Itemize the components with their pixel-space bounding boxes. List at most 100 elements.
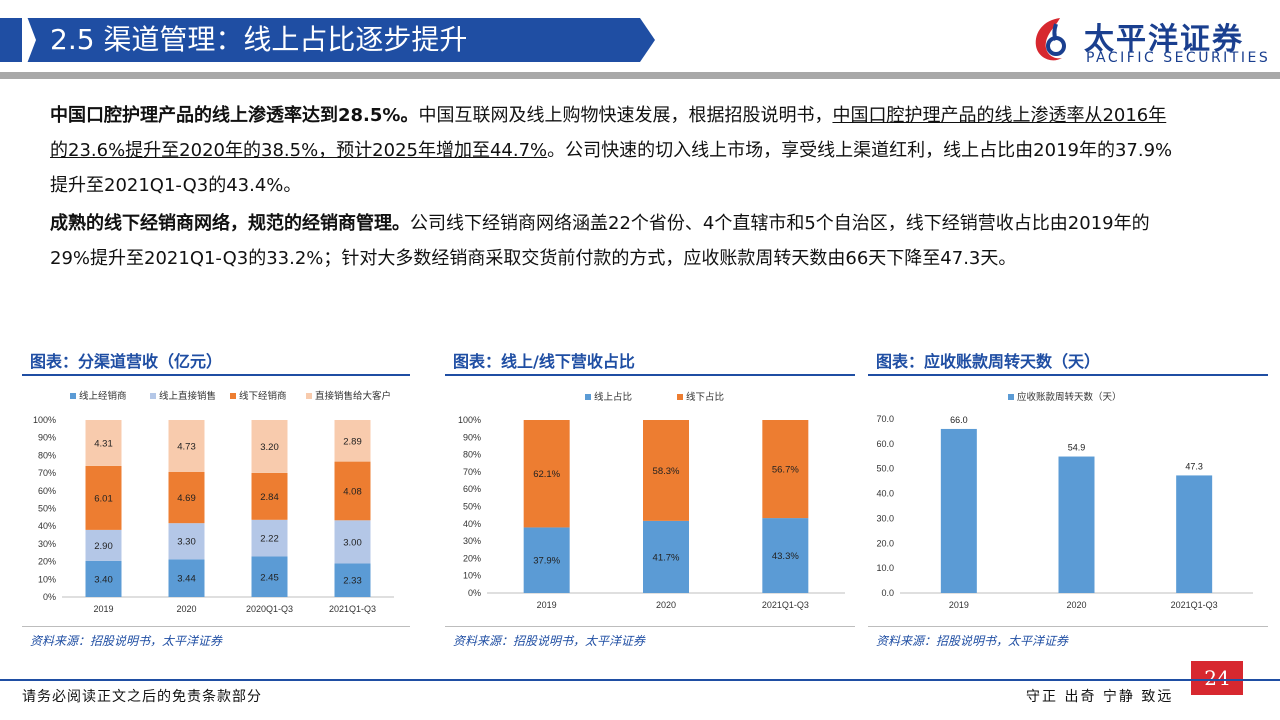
chart2-svg: 线上占比 线下占比 0% 10% 20% 30% 40% 50% 60% 70% 80% 90% 100… [458, 391, 845, 610]
data-label: 56.7% [772, 465, 799, 476]
y-tick-label: 100% [458, 415, 481, 425]
y-tick-label: 30% [463, 536, 481, 546]
chart3-title: 图表：应收账款周转天数（天） [876, 352, 1101, 371]
bar-segment [85, 529, 122, 561]
bar-segment [168, 523, 205, 560]
x-tick-label: 2020 [1066, 600, 1086, 610]
chart2-source: 资料来源：招股说明书，太平洋证券 [453, 634, 646, 648]
y-tick-label: 10% [463, 571, 481, 581]
data-label: 3.44 [177, 574, 196, 585]
bar-segment [85, 465, 122, 530]
bar-segment [251, 420, 288, 473]
legend-swatch [230, 393, 236, 399]
data-label: 2.89 [343, 436, 362, 447]
legend-swatch [306, 393, 312, 399]
bar-segment [334, 563, 371, 597]
legend-swatch [150, 393, 156, 399]
y-tick-label: 80% [463, 450, 481, 460]
legend-label: 直接销售给大客户 [315, 390, 391, 402]
y-tick-label: 80% [38, 450, 56, 460]
data-label: 66.0 [950, 415, 968, 425]
y-tick-label: 50.0 [876, 464, 894, 474]
bar [940, 428, 977, 593]
chart1-source: 资料来源：招股说明书，太平洋证券 [30, 634, 223, 648]
data-label: 2.33 [343, 576, 362, 587]
x-tick-label: 2020 [656, 600, 676, 610]
paragraph-online: 中国口腔护理产品的线上渗透率达到28.5%。中国互联网及线上购物快速发展，根据招… [50, 98, 1180, 203]
legend-label: 线上占比 [594, 391, 632, 403]
data-label: 47.3 [1185, 461, 1203, 471]
bar-segment [334, 461, 371, 521]
company-logo: 太平洋证券 PACIFIC SECURITIES [1030, 10, 1270, 70]
data-label: 2.45 [260, 572, 279, 583]
data-label: 3.20 [260, 442, 279, 453]
bar-segment [251, 556, 288, 597]
y-tick-label: 90% [38, 433, 56, 443]
y-tick-label: 60.0 [876, 439, 894, 449]
y-tick-label: 30.0 [876, 513, 894, 523]
data-label: 4.08 [343, 486, 362, 497]
y-tick-label: 10% [38, 574, 56, 584]
y-tick-label: 90% [463, 432, 481, 442]
paragraph-offline: 成熟的线下经销商网络，规范的经销商管理。公司线下经销商网络涵盖22个省份、4个直… [50, 206, 1180, 276]
chart3-title-rule [868, 374, 1268, 376]
bar-segment [251, 519, 288, 557]
y-tick-label: 0% [43, 592, 56, 602]
bar [1176, 475, 1213, 593]
chart-revenue-by-channel: 线上经销商 线上直接销售 线下经销商 直接销售给大客户 0% 10% 20% 30% 40% 50… [22, 378, 410, 624]
data-label: 3.30 [177, 537, 196, 548]
chart2-title-rule [445, 374, 855, 376]
data-label: 4.31 [94, 438, 113, 449]
bar-segment [643, 420, 689, 521]
x-tick-label: 2021Q1-Q3 [1171, 600, 1218, 610]
bar-segment [523, 420, 570, 528]
x-tick-label: 2021Q1-Q3 [329, 604, 376, 614]
legend-label: 线上直接销售 [159, 390, 216, 402]
x-tick-label: 2019 [949, 600, 969, 610]
legend-label: 线下经销商 [239, 390, 287, 402]
y-tick-label: 70% [463, 467, 481, 477]
page-title: 2.5 渠道管理：线上占比逐步提升 [50, 23, 468, 56]
y-tick-label: 40% [463, 519, 481, 529]
chart3-source-rule [868, 626, 1268, 627]
x-tick-label: 2019 [93, 604, 113, 614]
chart2-source-rule [445, 626, 855, 627]
page-number: 24 [1191, 661, 1243, 695]
bar-segment [762, 420, 809, 519]
bar-segment [85, 420, 122, 466]
legend-label: 线上经销商 [79, 390, 127, 402]
footer-motto: 守正 出奇 宁静 致远 [1026, 689, 1174, 705]
legend-swatch [677, 394, 683, 400]
chart-receivable-turnover-days: 应收账款周转天数（天） 0.0 10.0 20.0 30.0 40.0 50.0 60.0 70… [868, 378, 1268, 624]
legend-label: 线下占比 [686, 391, 724, 403]
y-tick-label: 50% [38, 504, 56, 514]
chart1-svg: 线上经销商 线上直接销售 线下经销商 直接销售给大客户 0% 10% 20% 30% 40% 50… [33, 390, 394, 614]
paragraph-online-tail: 。公司快速的切入线上市场，享受线上渠道红利，线上占比由2019年的37.9%提升… [50, 140, 1173, 196]
bar-segment [643, 520, 689, 593]
paragraph-online-lead: 中国口腔护理产品的线上渗透率达到28.5%。 [50, 105, 419, 126]
bar-segment [523, 527, 570, 593]
header-divider [0, 72, 1280, 79]
y-tick-label: 70.0 [876, 414, 894, 424]
data-label: 62.1% [533, 469, 560, 480]
bar-segment [251, 472, 288, 520]
data-label: 3.00 [343, 537, 362, 548]
pacific-logo-icon [1035, 18, 1066, 61]
legend-swatch [1008, 394, 1014, 400]
data-label: 43.3% [772, 551, 799, 562]
x-tick-label: 2019 [537, 600, 557, 610]
y-tick-label: 10.0 [876, 563, 894, 573]
chart1-source-rule [22, 626, 410, 627]
title-banner [0, 18, 655, 62]
chart1-title: 图表：分渠道营收（亿元） [30, 352, 223, 371]
chart-online-offline-share: 线上占比 线下占比 0% 10% 20% 30% 40% 50% 60% 70% 80% 90% 100… [445, 378, 855, 624]
bar [1058, 456, 1095, 593]
paragraph-online-text: 中国互联网及线上购物快速发展，根据招股说明书， [418, 105, 833, 126]
bar-segment [85, 560, 122, 597]
footer-divider [0, 679, 1280, 681]
y-tick-label: 20% [38, 557, 56, 567]
data-label: 4.69 [177, 493, 196, 504]
data-label: 41.7% [653, 552, 680, 563]
data-label: 2.22 [260, 534, 279, 545]
x-tick-label: 2020Q1-Q3 [246, 604, 293, 614]
